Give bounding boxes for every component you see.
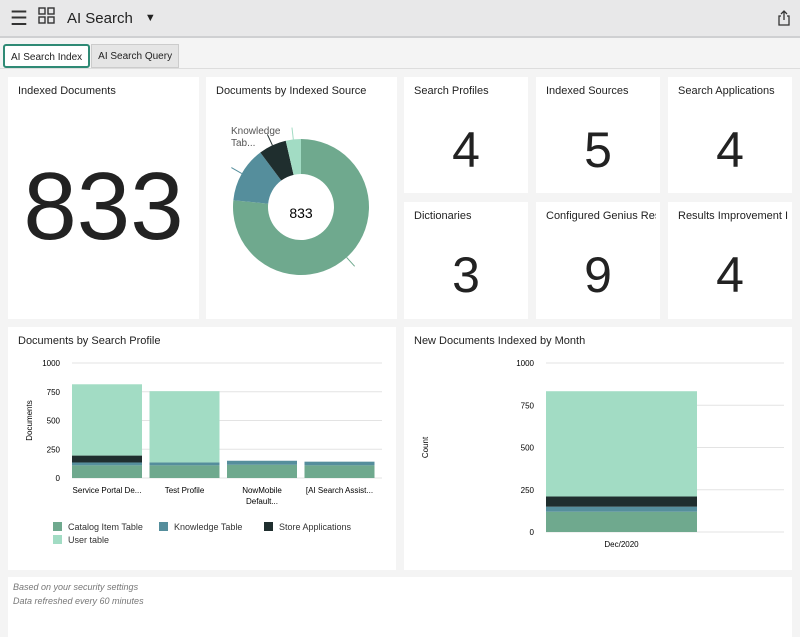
y-tick-label: 500: [521, 444, 535, 453]
card-title: Dictionaries: [414, 210, 472, 222]
legend-swatch: [53, 535, 62, 544]
card-title: Configured Genius Res: [546, 210, 656, 222]
legend-label: Store Applications: [279, 522, 352, 532]
bar-segment-catalog-item-table: [149, 465, 220, 478]
pie-leader-line: [346, 257, 356, 267]
y-tick-label: 1000: [516, 359, 534, 368]
card-value: 4: [716, 122, 744, 178]
x-tick-label: NowMobile: [242, 486, 282, 495]
bar-segment-user-table: [546, 391, 697, 497]
card-value: 3: [452, 247, 480, 303]
x-tick-label: Service Portal De...: [73, 486, 142, 495]
card-value: 9: [584, 247, 612, 303]
indexed-documents-card[interactable]: Indexed Documents 833: [8, 77, 199, 319]
month-chart-card: New Documents Indexed by Month 0 250 500 75…: [404, 327, 792, 570]
footer: Based on your security settings Data ref…: [8, 577, 792, 637]
y-axis-label: Documents: [25, 400, 34, 440]
x-tick-label: Dec/2020: [604, 540, 639, 549]
card-value: 4: [716, 247, 744, 303]
dictionaries-card[interactable]: Dictionaries 3: [404, 202, 528, 319]
x-tick-label: Test Profile: [165, 486, 205, 495]
legend-label: Catalog Item Table: [68, 522, 143, 532]
y-tick-label: 0: [56, 474, 61, 483]
y-tick-label: 250: [47, 445, 61, 454]
tab-ai-search-index[interactable]: AI Search Index: [3, 44, 91, 68]
legend-label: User table: [68, 535, 109, 545]
app-title: AI Search: [66, 9, 133, 27]
tab-ai-search-query[interactable]: AI Search Query: [91, 44, 180, 68]
bar-segment-user-table: [149, 391, 220, 463]
pie-label: Knowledge: [231, 126, 281, 137]
card-value: 5: [584, 122, 612, 178]
search-applications-card[interactable]: Search Applications 4: [668, 77, 792, 193]
pie-slice-store-applications: [260, 140, 294, 181]
bar-segment-user-table: [72, 384, 142, 456]
top-bar: ☰ AI Search ▼: [0, 0, 800, 38]
bar-segment-store-applications: [72, 455, 142, 463]
search-profiles-card[interactable]: Search Profiles 4: [404, 77, 528, 193]
bar-segment-knowledge-table: [227, 460, 297, 465]
results-improvement-card[interactable]: Results Improvement I 4: [668, 202, 792, 319]
pie-slice-catalog-item-table: [233, 139, 369, 275]
card-title: New Documents Indexed by Month: [414, 335, 586, 347]
indexed-source-card: Documents by Indexed Source Knowledge Ta…: [206, 77, 397, 319]
pie-leader-line: [231, 167, 243, 174]
legend-label: Knowledge Table: [174, 522, 242, 532]
bar-segment-knowledge-table: [149, 462, 220, 466]
card-title: Indexed Sources: [546, 85, 629, 97]
genius-results-card[interactable]: Configured Genius Res 9: [536, 202, 660, 319]
pie-slice-knowledge-table: [233, 152, 282, 204]
card-title: Documents by Search Profile: [18, 335, 161, 347]
search-profile-chart-card: Documents by Search Profile 0 250 500 750 10…: [8, 327, 396, 570]
bar-segment-catalog-item-table: [546, 511, 697, 532]
bar-segment-knowledge-table: [304, 461, 375, 466]
y-tick-label: 250: [521, 486, 535, 495]
bar-segment-knowledge-table: [72, 462, 142, 466]
card-value: 833: [23, 153, 184, 260]
pie-leader-line: [266, 134, 273, 146]
pie-label: Tab...: [231, 138, 255, 149]
legend-swatch: [264, 522, 273, 531]
y-tick-label: 0: [530, 528, 535, 537]
y-tick-label: 750: [521, 401, 535, 410]
y-axis-label: Count: [421, 436, 430, 458]
security-note: Based on your security settings: [13, 582, 139, 592]
x-tick-label: [AI Search Assist...: [306, 486, 373, 495]
hamburger-icon[interactable]: ☰: [10, 7, 28, 30]
card-title: Search Applications: [678, 85, 775, 97]
card-title: Results Improvement I: [678, 210, 788, 222]
share-icon[interactable]: [778, 10, 790, 30]
legend-swatch: [159, 522, 168, 531]
pie-slice-user-table: [285, 139, 301, 175]
bar-segment-catalog-item-table: [72, 465, 142, 478]
card-title: Documents by Indexed Source: [216, 85, 367, 97]
x-tick-label: Default...: [246, 497, 278, 506]
bar-segment-knowledge-table: [546, 506, 697, 512]
chevron-down-icon[interactable]: ▼: [144, 12, 156, 24]
card-title: Search Profiles: [414, 85, 489, 97]
y-tick-label: 1000: [42, 359, 60, 368]
bar-segment-catalog-item-table: [227, 464, 297, 478]
pie-leader-line: [291, 127, 294, 140]
refresh-note: Data refreshed every 60 minutes: [13, 596, 144, 606]
card-title: Indexed Documents: [18, 85, 116, 97]
y-tick-label: 750: [47, 388, 61, 397]
bar-segment-catalog-item-table: [304, 465, 375, 478]
pie-center-label: 833: [289, 205, 313, 221]
indexed-sources-card[interactable]: Indexed Sources 5: [536, 77, 660, 193]
legend-swatch: [53, 522, 62, 531]
grid-icon[interactable]: [38, 7, 55, 29]
y-tick-label: 500: [47, 417, 61, 426]
bar-segment-store-applications: [546, 496, 697, 507]
card-value: 4: [452, 122, 480, 178]
